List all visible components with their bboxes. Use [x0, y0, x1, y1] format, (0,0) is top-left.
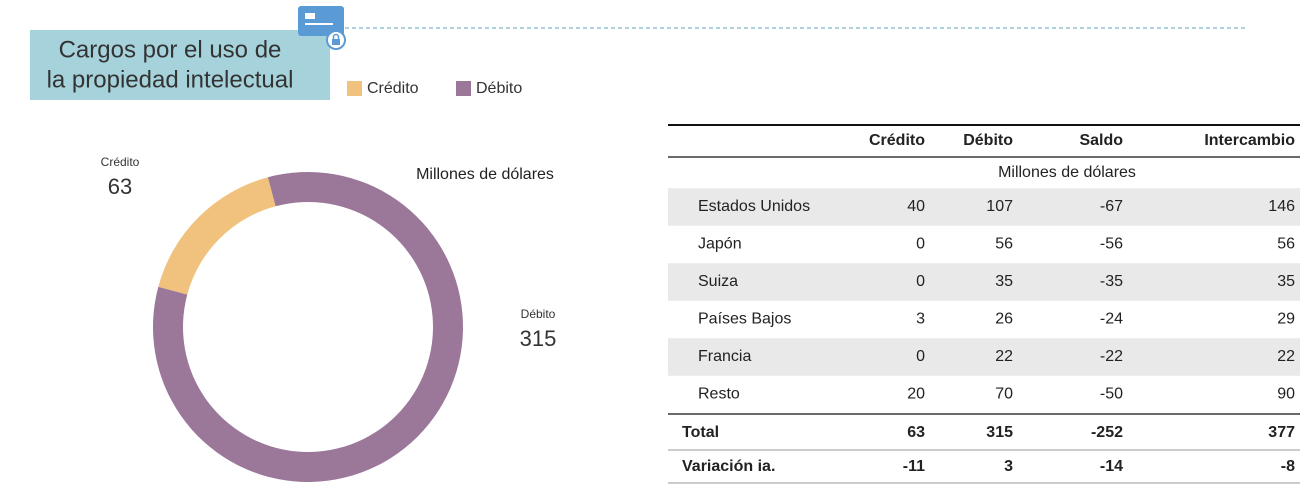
cell-value: 3 — [1004, 458, 1013, 475]
cell-value: 0 — [916, 348, 925, 365]
cell-value: 29 — [1277, 311, 1295, 328]
cell-value: -35 — [1100, 273, 1123, 290]
row-band — [668, 338, 1300, 376]
slice-category: Crédito — [101, 155, 140, 169]
cell-value: 35 — [995, 273, 1013, 290]
chart-subtitle: Millones de dólares — [416, 166, 554, 183]
cell-value: -50 — [1100, 386, 1123, 403]
cell-value: 0 — [916, 273, 925, 290]
column-header: Intercambio — [1204, 132, 1295, 149]
cell-value: 377 — [1268, 424, 1295, 441]
cell-value: -8 — [1281, 458, 1295, 475]
cell-value: 315 — [986, 424, 1013, 441]
cell-value: 22 — [1277, 348, 1295, 365]
title-box — [30, 30, 330, 100]
legend-swatch — [347, 81, 362, 96]
row-label: Japón — [698, 236, 742, 253]
cell-value: -252 — [1091, 424, 1123, 441]
legend-label: Débito — [476, 80, 522, 97]
cell-value: 35 — [1277, 273, 1295, 290]
row-label: Suiza — [698, 273, 738, 290]
cell-value: 56 — [995, 236, 1013, 253]
cell-value: 63 — [907, 424, 925, 441]
slice-value: 63 — [108, 174, 132, 199]
cell-value: 26 — [995, 311, 1013, 328]
cell-value: -67 — [1100, 198, 1123, 215]
cell-value: -22 — [1100, 348, 1123, 365]
cell-value: 20 — [907, 386, 925, 403]
cell-value: 22 — [995, 348, 1013, 365]
cell-value: 146 — [1268, 198, 1295, 215]
cell-value: 0 — [916, 236, 925, 253]
column-header: Débito — [963, 132, 1013, 149]
table-unit: Millones de dólares — [998, 164, 1136, 181]
cell-value: -56 — [1100, 236, 1123, 253]
header-icon — [298, 6, 346, 50]
row-label: Resto — [698, 386, 740, 403]
row-band — [668, 188, 1300, 226]
column-header: Crédito — [869, 132, 925, 149]
legend-label: Crédito — [367, 80, 419, 97]
cell-value: 40 — [907, 198, 925, 215]
cell-value: 90 — [1277, 386, 1295, 403]
slice-value: 315 — [520, 326, 557, 351]
cell-value: -11 — [903, 458, 925, 475]
cell-value: 107 — [986, 198, 1013, 215]
column-header: Saldo — [1079, 132, 1123, 149]
legend-swatch — [456, 81, 471, 96]
row-label: Países Bajos — [698, 311, 791, 328]
row-band — [668, 263, 1300, 301]
cell-value: -14 — [1100, 458, 1123, 475]
cell-value: 70 — [995, 386, 1013, 403]
row-label: Total — [682, 424, 719, 441]
row-label: Estados Unidos — [698, 198, 810, 215]
title-line: la propiedad intelectual — [47, 66, 294, 93]
donut-slice — [158, 177, 276, 295]
cell-value: -24 — [1100, 311, 1123, 328]
row-label: Variación ia. — [682, 458, 775, 475]
cell-value: 3 — [916, 311, 925, 328]
slice-category: Débito — [521, 307, 556, 321]
cell-value: 56 — [1277, 236, 1295, 253]
row-label: Francia — [698, 348, 751, 365]
title-line: Cargos por el uso de — [59, 36, 282, 63]
